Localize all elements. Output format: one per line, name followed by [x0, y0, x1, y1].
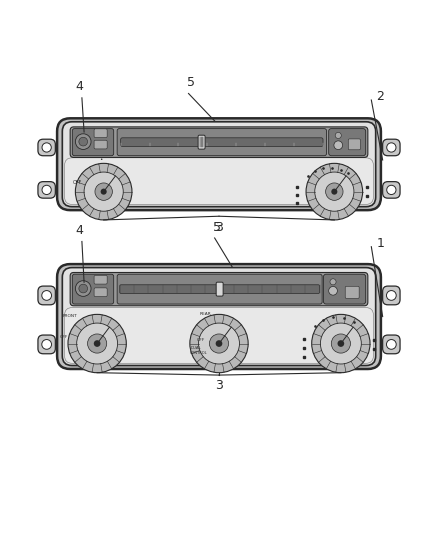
Text: DUAL: DUAL [191, 346, 201, 350]
Circle shape [77, 323, 117, 364]
Circle shape [101, 189, 107, 195]
Circle shape [315, 172, 354, 211]
Text: 5: 5 [187, 76, 195, 89]
Circle shape [335, 132, 341, 139]
FancyBboxPatch shape [57, 264, 381, 369]
Circle shape [331, 189, 337, 195]
FancyBboxPatch shape [62, 122, 376, 207]
FancyBboxPatch shape [64, 158, 374, 205]
Circle shape [387, 185, 396, 195]
Text: 4: 4 [76, 224, 84, 237]
Circle shape [387, 143, 396, 152]
Text: •: • [99, 157, 102, 162]
Text: 3: 3 [215, 221, 223, 233]
Circle shape [94, 340, 100, 347]
FancyBboxPatch shape [38, 335, 55, 354]
Circle shape [84, 172, 123, 211]
FancyBboxPatch shape [383, 139, 400, 156]
Circle shape [42, 185, 51, 195]
FancyBboxPatch shape [117, 128, 326, 156]
FancyBboxPatch shape [38, 139, 55, 156]
Circle shape [75, 163, 132, 220]
FancyBboxPatch shape [348, 139, 360, 150]
Text: 2: 2 [377, 90, 385, 103]
FancyBboxPatch shape [216, 282, 223, 296]
FancyBboxPatch shape [64, 308, 374, 364]
FancyBboxPatch shape [72, 274, 114, 304]
Circle shape [42, 290, 52, 300]
Text: OFF: OFF [72, 180, 81, 185]
FancyBboxPatch shape [57, 118, 381, 210]
FancyBboxPatch shape [70, 272, 368, 306]
Circle shape [209, 334, 229, 353]
Text: OFF: OFF [60, 335, 68, 340]
Circle shape [198, 323, 240, 364]
Circle shape [331, 334, 350, 353]
Circle shape [75, 281, 91, 296]
Circle shape [330, 279, 336, 285]
Circle shape [68, 314, 126, 373]
Circle shape [321, 323, 361, 364]
FancyBboxPatch shape [120, 285, 320, 294]
Circle shape [95, 183, 113, 200]
Circle shape [328, 286, 337, 295]
FancyBboxPatch shape [94, 276, 107, 284]
FancyBboxPatch shape [94, 288, 107, 296]
Circle shape [42, 143, 51, 152]
Circle shape [325, 183, 343, 200]
Circle shape [42, 340, 52, 349]
Circle shape [334, 141, 343, 150]
Circle shape [190, 314, 248, 373]
Circle shape [386, 340, 396, 349]
Circle shape [386, 290, 396, 300]
FancyBboxPatch shape [72, 128, 114, 156]
Text: 5: 5 [213, 221, 221, 233]
Circle shape [79, 138, 88, 146]
FancyBboxPatch shape [94, 129, 107, 138]
Text: OFF: OFF [196, 338, 205, 342]
FancyBboxPatch shape [345, 286, 359, 298]
Circle shape [312, 314, 370, 373]
FancyBboxPatch shape [70, 127, 368, 157]
Text: REAR: REAR [199, 312, 211, 316]
Text: 4: 4 [76, 80, 84, 93]
FancyBboxPatch shape [38, 286, 55, 305]
FancyBboxPatch shape [328, 128, 366, 156]
FancyBboxPatch shape [383, 286, 400, 305]
Text: 1: 1 [377, 237, 385, 250]
FancyBboxPatch shape [38, 182, 55, 198]
Text: CONTROL: CONTROL [189, 351, 207, 356]
Circle shape [79, 284, 88, 293]
FancyBboxPatch shape [383, 182, 400, 198]
FancyBboxPatch shape [323, 274, 366, 304]
FancyBboxPatch shape [383, 335, 400, 354]
Text: FRONT: FRONT [62, 314, 77, 318]
FancyBboxPatch shape [120, 138, 323, 147]
Circle shape [88, 334, 107, 353]
FancyBboxPatch shape [62, 268, 376, 366]
FancyBboxPatch shape [94, 140, 107, 149]
Circle shape [306, 163, 363, 220]
Circle shape [75, 134, 91, 149]
FancyBboxPatch shape [198, 135, 205, 149]
Circle shape [338, 340, 344, 347]
Text: 3: 3 [215, 379, 223, 392]
FancyBboxPatch shape [117, 274, 322, 304]
Circle shape [215, 340, 223, 347]
